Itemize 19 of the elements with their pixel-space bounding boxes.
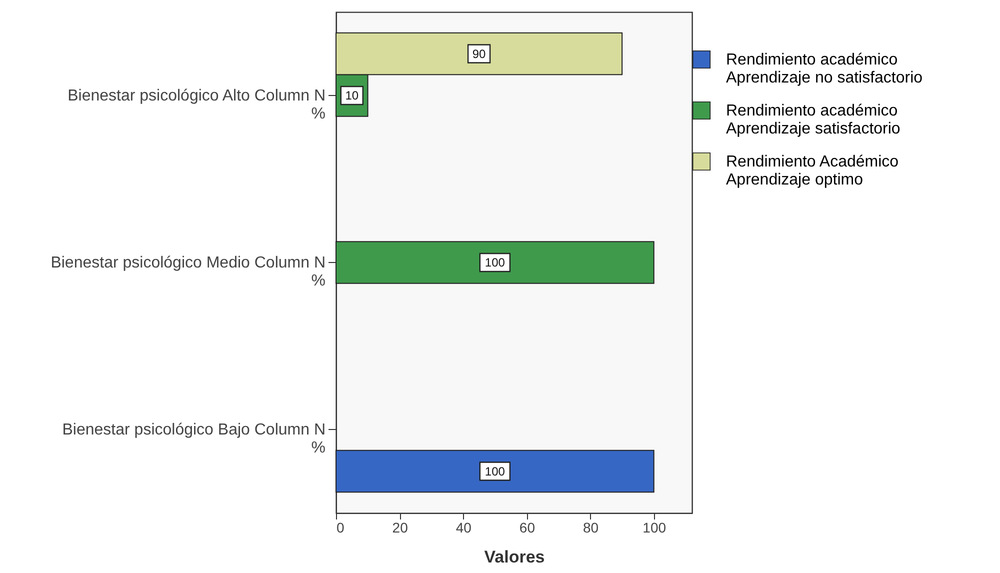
x-tick-label: 60 <box>519 520 536 536</box>
bar <box>336 241 654 284</box>
x-tick-label: 0 <box>336 520 344 536</box>
legend-label: Rendimiento académico Aprendizaje no satisfactorio <box>726 52 923 86</box>
data-label: 90 <box>472 46 486 61</box>
data-label: 100 <box>484 464 506 478</box>
y-tick-label: Bienestar psicológico Bajo Column N % <box>62 422 326 456</box>
y-tick-label: Bienestar psicológico Medio Column N % <box>50 254 326 290</box>
x-tick-label: 40 <box>456 520 472 536</box>
x-tick-label: 100 <box>642 520 666 536</box>
data-label: 10 <box>345 88 359 102</box>
y-tick-label: Bienestar psicológico Alto Column N % <box>68 88 326 122</box>
legend-label: Rendimiento Académico Aprendizaje optimo <box>726 154 899 188</box>
x-tick-label: 20 <box>392 520 408 536</box>
data-label: 100 <box>484 256 506 270</box>
legend-label: Rendimiento académico Aprendizaje satisfactorio <box>726 102 900 138</box>
bar <box>336 450 654 493</box>
x-axis-title: Valores <box>484 548 545 566</box>
x-tick-label: 80 <box>582 520 599 536</box>
